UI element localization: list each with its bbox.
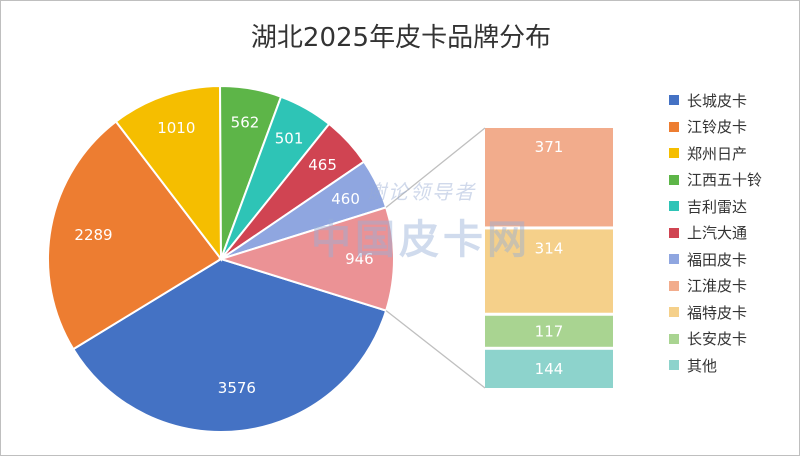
legend-item: 上汽大通	[669, 220, 762, 247]
connector-line-top	[385, 127, 486, 208]
legend-label: 长城皮卡	[687, 91, 748, 110]
pie-data-label-5: 501	[275, 130, 304, 148]
legend-item: 郑州日产	[669, 140, 762, 167]
pie-slice-2	[47, 120, 223, 351]
legend-swatch	[669, 333, 679, 344]
bar-data-label-1: 371	[535, 138, 564, 156]
legend-swatch	[669, 201, 679, 212]
pie-data-label-4: 562	[231, 114, 260, 132]
legend-item: 吉利雷达	[669, 193, 762, 220]
chart-legend: 长城皮卡江铃皮卡郑州日产江西五十铃吉利雷达上汽大通福田皮卡江淮皮卡福特皮卡长安皮…	[669, 87, 762, 379]
chart-title: 湖北2025年皮卡品牌分布	[250, 23, 552, 53]
legend-label: 福田皮卡	[687, 250, 748, 269]
legend-label: 江铃皮卡	[687, 118, 748, 137]
legend-swatch	[669, 307, 679, 318]
bar-segment-1	[485, 128, 613, 227]
legend-swatch	[669, 280, 679, 291]
bar-data-label-3: 117	[535, 322, 564, 340]
legend-swatch	[669, 95, 679, 106]
legend-swatch	[669, 148, 679, 159]
legend-label: 福特皮卡	[687, 303, 748, 322]
pie-slice-8	[217, 206, 396, 312]
connector-line-bottom	[385, 310, 486, 389]
bar-segment-4	[485, 349, 613, 388]
legend-label: 郑州日产	[687, 144, 748, 163]
legend-item: 江西五十铃	[669, 167, 762, 194]
pie-data-label-1: 3576	[218, 379, 256, 397]
pie-data-label-6: 465	[308, 156, 337, 174]
legend-label: 长安皮卡	[687, 330, 748, 349]
legend-label: 江淮皮卡	[687, 277, 748, 296]
legend-item: 长城皮卡	[669, 87, 762, 114]
bar-data-label-2: 314	[535, 239, 564, 257]
bar-segment-2	[485, 229, 613, 313]
pie-data-label-7: 460	[331, 190, 360, 208]
pie-slice-3	[114, 84, 223, 262]
legend-swatch	[669, 360, 679, 371]
legend-item: 江铃皮卡	[669, 114, 762, 141]
legend-item: 江淮皮卡	[669, 273, 762, 300]
bar-segment-3	[485, 315, 613, 347]
legend-swatch	[669, 254, 679, 265]
bar-data-label-4: 144	[535, 360, 564, 378]
legend-swatch	[669, 227, 679, 238]
pie-data-label-3: 1010	[157, 119, 195, 137]
legend-label: 吉利雷达	[687, 197, 748, 216]
pie-data-label-2: 2289	[74, 226, 112, 244]
legend-label: 江西五十铃	[687, 171, 763, 190]
legend-label: 上汽大通	[687, 224, 748, 243]
legend-swatch	[669, 174, 679, 185]
legend-item: 福特皮卡	[669, 299, 762, 326]
legend-item: 其他	[669, 352, 762, 379]
pie-data-label-8: 946	[345, 250, 374, 268]
legend-item: 福田皮卡	[669, 246, 762, 273]
legend-swatch	[669, 121, 679, 132]
legend-label: 其他	[687, 356, 718, 375]
legend-item: 长安皮卡	[669, 326, 762, 353]
